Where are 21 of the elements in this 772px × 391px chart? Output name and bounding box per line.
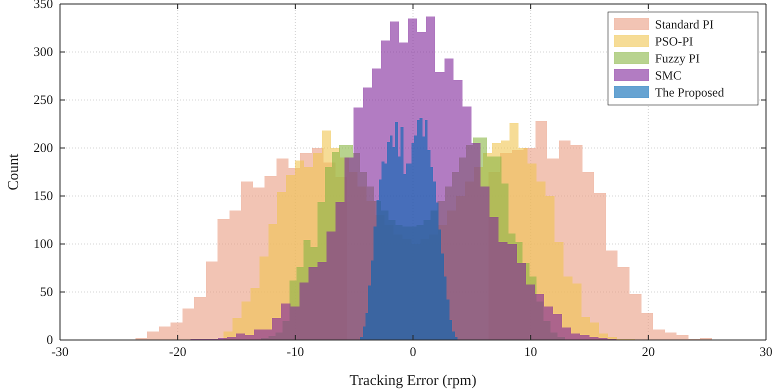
y-tick-label: 300 [34,44,53,60]
y-axis-title: Count [6,152,22,190]
y-tick-label: 250 [34,92,53,108]
legend-label: The Proposed [655,86,725,100]
x-tick-label: -20 [168,344,186,360]
x-tick-label: -10 [286,344,304,360]
legend-label: Fuzzy PI [655,52,700,66]
y-tick-label: 200 [34,140,53,156]
y-tick-label: 0 [46,332,53,348]
legend-label: SMC [655,68,682,82]
x-tick-label: 10 [524,344,538,360]
x-tick-label: -30 [51,344,69,360]
x-tick-label: 20 [642,344,655,360]
legend-label: PSO-PI [655,34,694,48]
y-tick-label: 50 [40,284,53,300]
y-tick-label: 150 [34,188,53,204]
x-tick-label: 0 [410,344,416,360]
x-axis-title: Tracking Error (rpm) [350,373,476,389]
y-tick-label: 100 [34,236,53,252]
legend-label: Standard PI [655,18,714,32]
x-tick-label: 30 [760,344,772,360]
